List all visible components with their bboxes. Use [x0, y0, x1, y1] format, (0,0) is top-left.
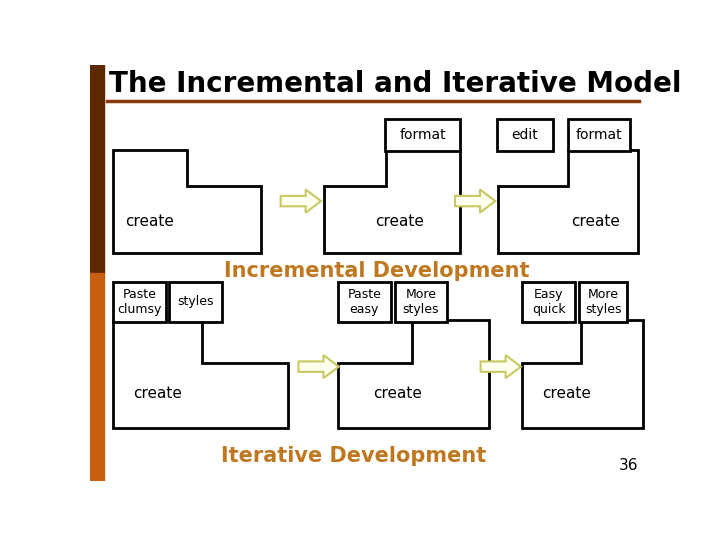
Polygon shape: [324, 150, 459, 253]
Text: create: create: [374, 386, 423, 401]
Bar: [395, 282, 447, 322]
Bar: [169, 282, 222, 322]
Text: Incremental Development: Incremental Development: [224, 261, 529, 281]
Polygon shape: [455, 190, 495, 213]
Text: create: create: [133, 386, 182, 401]
Text: create: create: [543, 386, 591, 401]
Polygon shape: [338, 320, 489, 428]
Bar: [568, 119, 630, 151]
Text: More
styles: More styles: [585, 288, 621, 316]
Polygon shape: [113, 150, 261, 253]
Text: edit: edit: [511, 128, 538, 142]
Bar: [579, 282, 627, 322]
Text: More
styles: More styles: [402, 288, 439, 316]
Bar: [90, 65, 104, 273]
Text: Iterative Development: Iterative Development: [221, 446, 486, 466]
Polygon shape: [498, 150, 638, 253]
Text: Easy
quick: Easy quick: [532, 288, 566, 316]
Text: The Incremental and Iterative Model: The Incremental and Iterative Model: [109, 70, 682, 98]
Text: create: create: [375, 214, 424, 228]
Text: 36: 36: [619, 458, 639, 472]
Bar: [338, 282, 391, 322]
Text: Paste
clumsy: Paste clumsy: [117, 288, 162, 316]
Text: Paste
easy: Paste easy: [348, 288, 382, 316]
Polygon shape: [523, 320, 642, 428]
Polygon shape: [113, 320, 287, 428]
Text: styles: styles: [177, 295, 214, 308]
Polygon shape: [281, 190, 321, 213]
Text: format: format: [576, 128, 623, 142]
Text: create: create: [125, 214, 174, 228]
Text: create: create: [571, 214, 620, 228]
Bar: [523, 282, 575, 322]
Text: format: format: [399, 128, 446, 142]
Bar: [497, 119, 553, 151]
Bar: [113, 282, 166, 322]
Polygon shape: [481, 355, 521, 378]
Bar: [90, 273, 104, 481]
Bar: [384, 119, 461, 151]
Polygon shape: [299, 355, 339, 378]
